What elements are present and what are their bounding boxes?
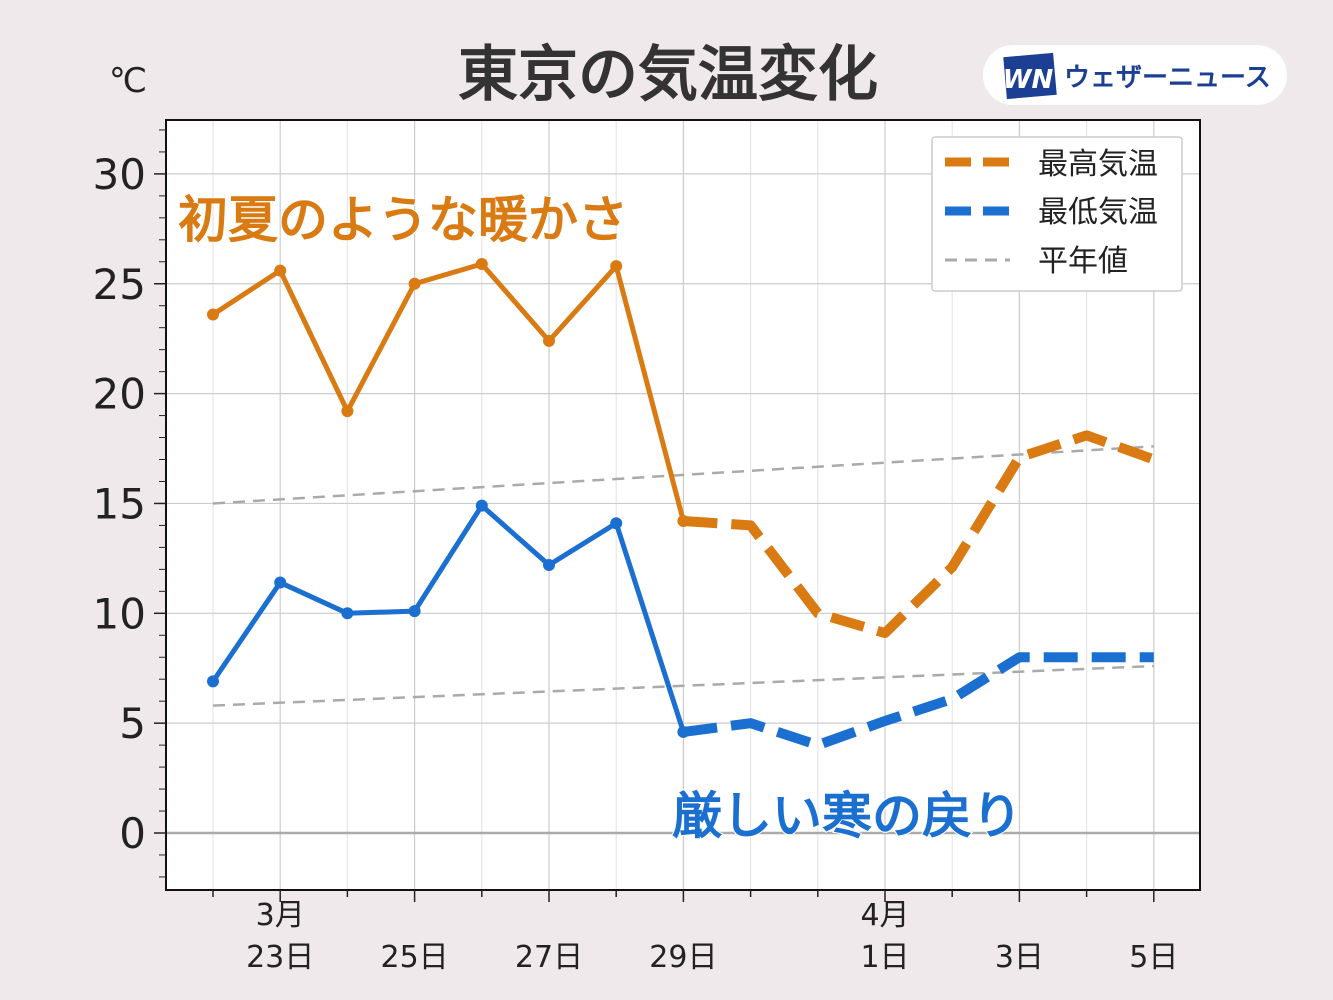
series-lines xyxy=(207,257,1156,751)
y-tick-label: 25 xyxy=(93,260,146,309)
max-point xyxy=(274,264,287,277)
axes: 0 5 10 15 20 25 30 3月 23日 25日 27日 29日 4月 1日 3日 5日 xyxy=(93,129,1178,975)
legend-label-max: 最高気温 xyxy=(1038,147,1158,182)
min-point xyxy=(207,675,219,688)
min-point xyxy=(543,558,555,571)
x-tick-label-month: 3月 xyxy=(256,898,305,933)
x-tick-label-day: 3日 xyxy=(995,940,1044,975)
x-tick-label-day: 1日 xyxy=(860,940,909,975)
y-tick-label: 30 xyxy=(93,150,146,199)
y-tick-label: 0 xyxy=(119,809,146,858)
x-tick-label-day: 27日 xyxy=(515,940,583,975)
max-point xyxy=(543,334,555,347)
max-point xyxy=(341,405,354,418)
min-point xyxy=(341,607,354,620)
y-tick-label: 5 xyxy=(119,699,146,748)
max-point xyxy=(207,308,219,321)
y-tick-label: 20 xyxy=(93,370,146,419)
max-point xyxy=(475,257,488,270)
legend-label-normal: 平年値 xyxy=(1038,244,1128,279)
x-tick-label-day: 29日 xyxy=(649,940,717,975)
brand-logo-mark: WN xyxy=(1003,65,1054,95)
max-observed-line xyxy=(211,261,686,522)
brand-name: ウェザーニュース xyxy=(1064,63,1271,93)
min-point xyxy=(274,576,287,589)
x-tick-label-day: 5日 xyxy=(1129,940,1178,975)
normal-min-line xyxy=(212,664,1154,707)
unit-label: ℃ xyxy=(109,61,147,101)
x-tick-label-day: 23日 xyxy=(246,940,314,975)
normal-max-line xyxy=(212,445,1154,505)
min-point xyxy=(677,725,690,738)
annotation-warm: 初夏のような暖かさ xyxy=(178,191,628,249)
y-tick-label: 15 xyxy=(93,479,146,528)
legend-label-min: 最低気温 xyxy=(1038,195,1158,230)
min-point xyxy=(610,517,623,530)
chart-title: 東京の気温変化 xyxy=(458,40,878,110)
x-tick-label-month: 4月 xyxy=(860,898,909,933)
max-point xyxy=(677,515,690,528)
max-forecast-line xyxy=(683,430,1156,639)
annotation-cold: 厳しい寒の戻り xyxy=(672,787,1022,845)
min-point xyxy=(408,605,421,618)
max-point xyxy=(408,277,421,290)
legend: 最高気温 最低気温 平年値 xyxy=(931,136,1183,292)
brand-logo: WN ウェザーニュース xyxy=(983,45,1287,105)
y-tick-label: 10 xyxy=(93,589,146,638)
max-point xyxy=(610,260,623,273)
x-tick-label-day: 25日 xyxy=(381,940,449,975)
min-forecast-line xyxy=(682,652,1154,751)
min-point xyxy=(475,499,488,512)
min-observed-line xyxy=(210,503,686,733)
